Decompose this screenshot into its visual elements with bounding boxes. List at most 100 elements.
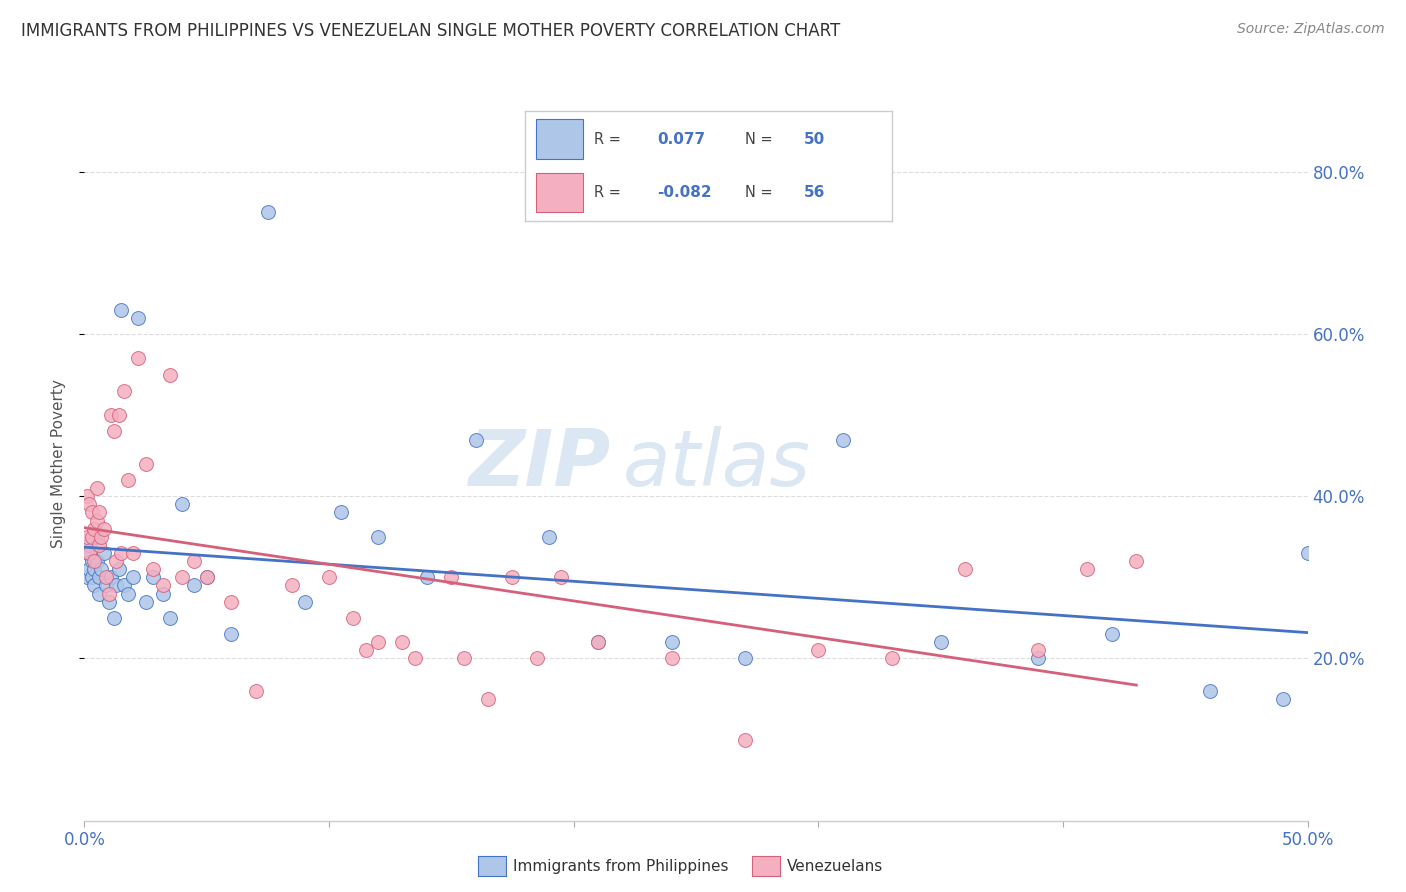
Point: [502, 570, 524, 584]
Point: [159, 611, 181, 625]
Point: [87, 586, 110, 600]
Point: [453, 651, 475, 665]
Point: [117, 473, 139, 487]
Text: Source: ZipAtlas.com: Source: ZipAtlas.com: [1237, 22, 1385, 37]
Point: [367, 530, 389, 544]
Point: [183, 554, 205, 568]
Point: [76, 570, 98, 584]
Point: [416, 570, 439, 584]
Point: [107, 408, 129, 422]
Point: [86, 481, 108, 495]
Point: [80, 530, 103, 544]
Point: [105, 554, 128, 568]
Point: [142, 562, 165, 576]
Point: [87, 506, 110, 520]
Point: [86, 530, 108, 544]
Point: [526, 651, 548, 665]
Point: [135, 595, 157, 609]
Point: [103, 425, 125, 439]
Point: [1028, 643, 1050, 657]
Point: [734, 732, 756, 747]
Point: [550, 570, 572, 584]
Point: [90, 562, 112, 576]
Point: [404, 651, 426, 665]
Point: [83, 522, 105, 536]
Point: [83, 578, 105, 592]
Point: [77, 538, 100, 552]
Point: [87, 570, 110, 584]
Point: [342, 611, 364, 625]
Point: [172, 570, 194, 584]
Point: [734, 651, 756, 665]
Point: [831, 433, 853, 447]
Point: [245, 684, 267, 698]
Point: [1028, 651, 1050, 665]
Point: [219, 627, 242, 641]
Point: [100, 570, 122, 584]
Point: [464, 433, 486, 447]
Point: [127, 351, 149, 366]
Text: ZIP: ZIP: [468, 425, 610, 502]
Point: [77, 497, 100, 511]
Point: [76, 489, 98, 503]
Point: [880, 651, 903, 665]
Text: atlas: atlas: [623, 425, 810, 502]
Point: [195, 570, 218, 584]
Text: Immigrants from Philippines: Immigrants from Philippines: [513, 859, 728, 873]
Point: [107, 562, 129, 576]
Point: [367, 635, 389, 649]
Point: [142, 570, 165, 584]
Point: [80, 570, 103, 584]
Point: [391, 635, 413, 649]
Point: [76, 530, 98, 544]
Point: [97, 595, 120, 609]
Point: [77, 546, 100, 560]
Text: Venezuelans: Venezuelans: [787, 859, 883, 873]
Point: [77, 562, 100, 576]
Point: [100, 408, 122, 422]
Point: [83, 562, 105, 576]
Point: [87, 538, 110, 552]
Point: [807, 643, 830, 657]
Point: [112, 578, 135, 592]
Point: [93, 522, 115, 536]
Point: [90, 530, 112, 544]
Point: [929, 635, 952, 649]
Text: IMMIGRANTS FROM PHILIPPINES VS VENEZUELAN SINGLE MOTHER POVERTY CORRELATION CHAR: IMMIGRANTS FROM PHILIPPINES VS VENEZUELA…: [21, 22, 841, 40]
Point: [183, 578, 205, 592]
Point: [96, 570, 118, 584]
Point: [80, 554, 103, 568]
Point: [661, 651, 683, 665]
Point: [172, 497, 194, 511]
Point: [110, 546, 132, 560]
Point: [122, 546, 145, 560]
Point: [257, 205, 280, 219]
Point: [330, 506, 353, 520]
Y-axis label: Single Mother Poverty: Single Mother Poverty: [51, 379, 66, 549]
Point: [440, 570, 463, 584]
Point: [354, 643, 377, 657]
Point: [1125, 554, 1147, 568]
Point: [122, 570, 145, 584]
Point: [586, 635, 609, 649]
Point: [1076, 562, 1098, 576]
Point: [152, 586, 174, 600]
Point: [159, 368, 181, 382]
Point: [294, 595, 316, 609]
Point: [86, 554, 108, 568]
Point: [127, 310, 149, 325]
Point: [96, 578, 118, 592]
Point: [80, 506, 103, 520]
Point: [76, 546, 98, 560]
Point: [103, 611, 125, 625]
Point: [586, 635, 609, 649]
Point: [112, 384, 135, 398]
Point: [97, 586, 120, 600]
Point: [195, 570, 218, 584]
Point: [1101, 627, 1123, 641]
Point: [281, 578, 304, 592]
Point: [1272, 692, 1295, 706]
Point: [117, 586, 139, 600]
Point: [105, 578, 128, 592]
Point: [1296, 546, 1319, 560]
